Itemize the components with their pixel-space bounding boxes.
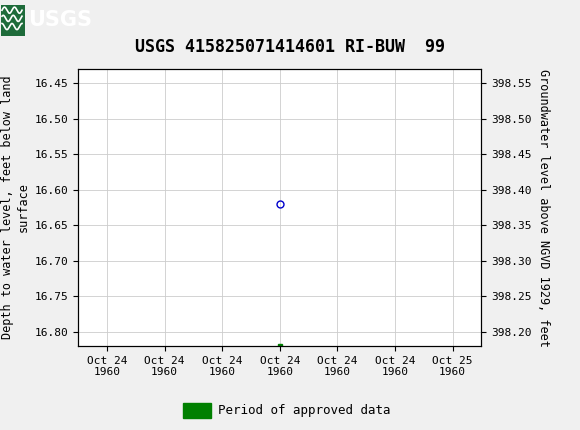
Bar: [183, 403, 211, 418]
Text: USGS: USGS: [28, 10, 92, 31]
Y-axis label: Groundwater level above NGVD 1929, feet: Groundwater level above NGVD 1929, feet: [537, 68, 550, 347]
Text: Period of approved data: Period of approved data: [218, 404, 390, 417]
Y-axis label: Depth to water level, feet below land
surface: Depth to water level, feet below land su…: [1, 76, 29, 339]
Text: USGS 415825071414601 RI-BUW  99: USGS 415825071414601 RI-BUW 99: [135, 38, 445, 56]
Bar: [1, 5, 25, 36]
